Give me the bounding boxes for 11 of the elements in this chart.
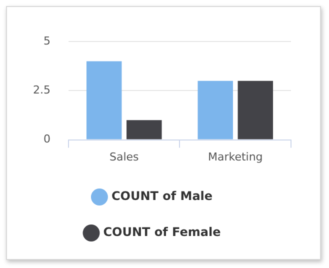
x-tick-label: Sales xyxy=(109,150,140,164)
legend-label: COUNT of Male xyxy=(111,189,213,204)
bar xyxy=(198,80,233,140)
x-tick-label: Marketing xyxy=(208,150,263,164)
bar xyxy=(86,61,122,140)
y-tick-label: 5 xyxy=(43,34,50,48)
bar xyxy=(238,80,274,140)
bar xyxy=(126,120,162,140)
legend-label: COUNT of Female xyxy=(103,225,221,240)
y-tick-label: 0 xyxy=(43,132,50,146)
y-tick-label: 2.5 xyxy=(32,84,50,97)
